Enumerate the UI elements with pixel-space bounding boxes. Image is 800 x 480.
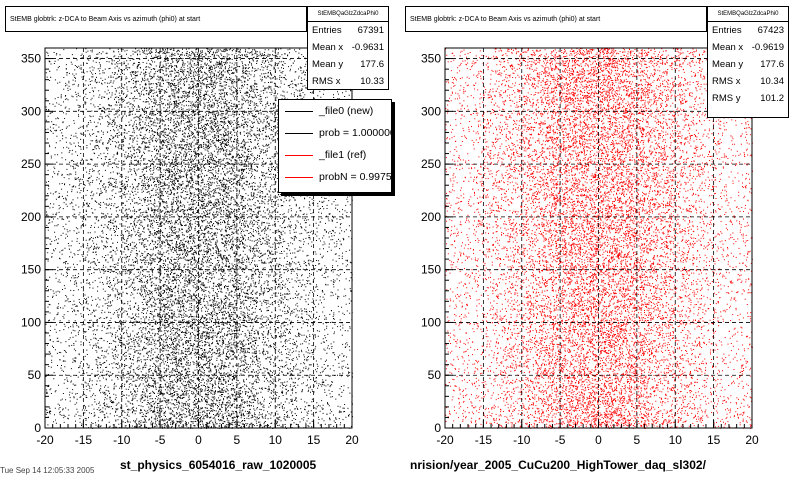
x-tick-label: -10: [113, 433, 131, 447]
scatter-points: [45, 48, 353, 429]
x-tick-label: -5: [555, 433, 566, 447]
legend-entry: prob = 1.000000: [279, 122, 391, 144]
grid: [445, 48, 752, 428]
left-stats-name: StEMBQaGlzZdcaPhi0: [308, 7, 388, 22]
left-stats-row: Mean y 177.6: [312, 59, 384, 70]
y-tick-label: 300: [21, 104, 41, 118]
y-tick-label: 50: [428, 368, 442, 382]
x-tick-label: -20: [36, 433, 54, 447]
legend-line: [285, 154, 313, 156]
y-tick-label: 100: [21, 315, 41, 329]
legend-line: [285, 110, 313, 112]
x-tick-label: -5: [155, 433, 166, 447]
x-tick-label: 5: [234, 433, 241, 447]
y-tick-label: 350: [421, 52, 441, 66]
y-tick-label: 350: [21, 52, 41, 66]
y-tick-label: 200: [21, 210, 41, 224]
x-tick-label: -15: [75, 433, 93, 447]
right-stats-name: StEMBQaGlzZdcaPhi0: [708, 7, 788, 22]
x-tick-label: -15: [475, 433, 493, 447]
x-tick-label: 20: [745, 433, 759, 447]
x-tick-label: 10: [669, 433, 683, 447]
y-tick-label: 300: [421, 104, 441, 118]
right-stats-box: StEMBQaGlzZdcaPhi0 Entries 67423 Mean x -0…: [707, 6, 789, 118]
scatter-points: [445, 48, 753, 429]
x-tick-label: 5: [634, 433, 641, 447]
x-tick-label: 15: [307, 433, 321, 447]
right-stats-row: Mean x -0.9619: [712, 42, 784, 53]
x-tick-label: 10: [269, 433, 283, 447]
scatter-dots: [445, 48, 753, 429]
left-plot-title: StEMB globtrk: z-DCA to Beam Axis vs azi…: [5, 6, 307, 32]
right-stats-row: Mean y 177.6: [712, 59, 784, 70]
right-stats-row: Entries 67423: [712, 25, 784, 36]
left-stats-row: Mean x -0.9631: [312, 42, 384, 53]
right-stats-row: RMS x 10.34: [712, 76, 784, 87]
y-tick-label: 100: [421, 315, 441, 329]
right-stats-row: RMS y 101.2: [712, 93, 784, 104]
y-tick-label: 250: [421, 157, 441, 171]
y-tick-label: 250: [21, 157, 41, 171]
scatter-dots: [45, 48, 353, 429]
left-stats-row: Entries 67391: [312, 25, 384, 36]
left-stats-row: RMS x 10.33: [312, 76, 384, 87]
y-tick-label: 50: [28, 368, 42, 382]
x-tick-label: 0: [195, 433, 202, 447]
x-tick-label: 0: [595, 433, 602, 447]
y-tick-label: 0: [434, 421, 441, 435]
right-caption: nrision/year_2005_CuCu200_HighTower_daq_…: [410, 458, 706, 472]
y-tick-label: 0: [34, 421, 41, 435]
y-tick-label: 150: [421, 263, 441, 277]
x-tick-label: -10: [513, 433, 531, 447]
legend-entry: _file1 (ref): [279, 144, 391, 166]
legend-entry: probN = 0.997530: [279, 166, 391, 188]
right-plot-title: StEMB globtrk: z-DCA to Beam Axis vs azi…: [405, 6, 707, 32]
legend-line: [285, 176, 313, 178]
left-caption: st_physics_6054016_raw_1020005: [120, 458, 317, 472]
legend-line: [285, 132, 313, 134]
y-tick-label: 200: [421, 210, 441, 224]
footer-timestamp: Tue Sep 14 12:05:33 2005: [0, 466, 95, 475]
legend: _file0 (new) prob = 1.000000 _file1 (ref…: [278, 99, 392, 193]
x-tick-label: 15: [707, 433, 721, 447]
legend-entry: _file0 (new): [279, 100, 391, 122]
x-tick-label: 20: [345, 433, 359, 447]
y-tick-label: 150: [21, 263, 41, 277]
left-stats-box: StEMBQaGlzZdcaPhi0 Entries 67391 Mean x -0…: [307, 6, 389, 90]
x-tick-label: -20: [436, 433, 454, 447]
